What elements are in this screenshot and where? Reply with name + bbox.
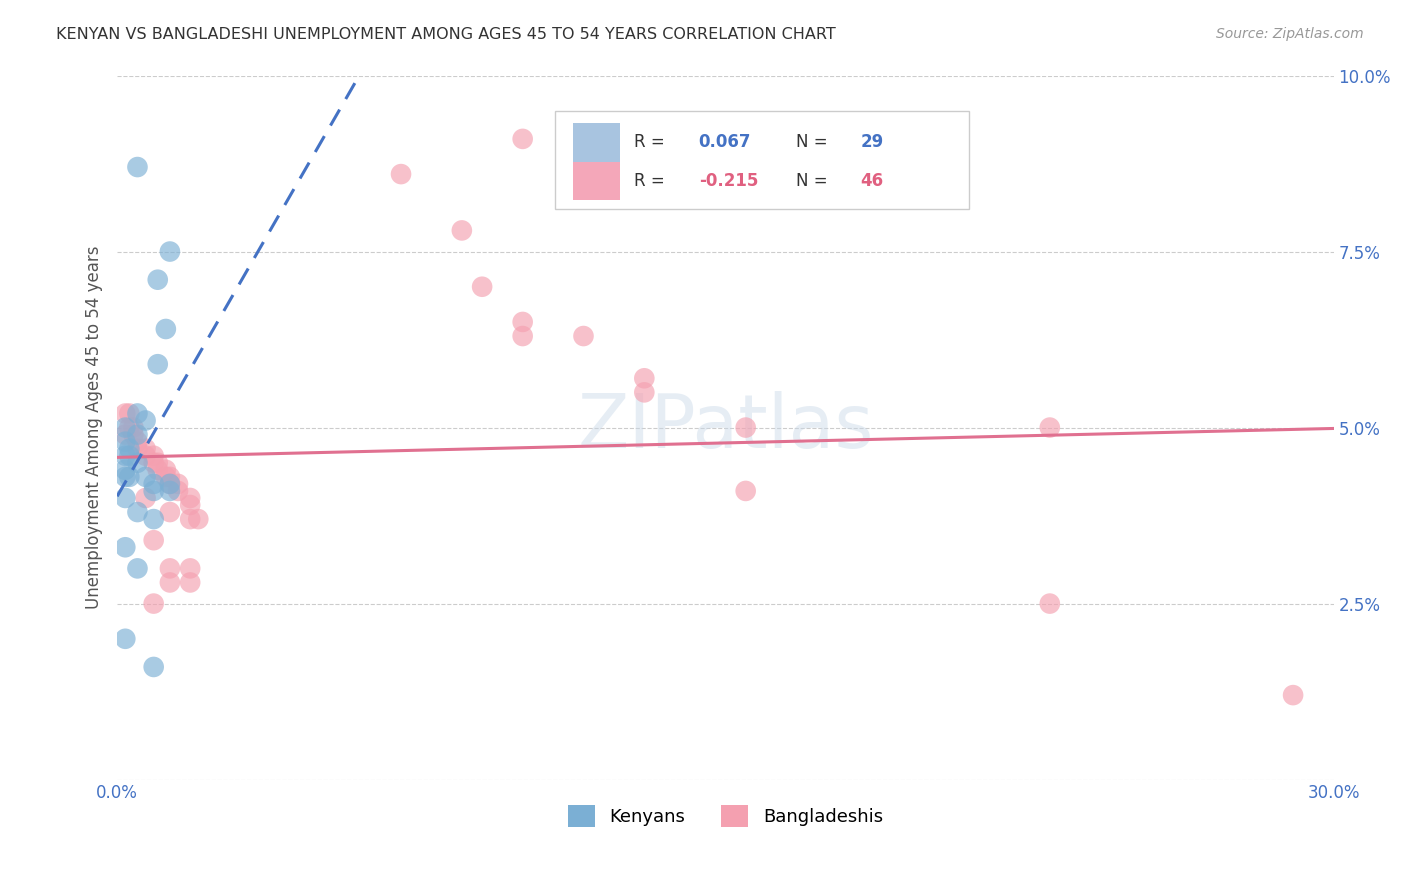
- Point: [159, 244, 181, 259]
- Point: [142, 660, 165, 674]
- Text: 29: 29: [860, 134, 884, 152]
- Point: [179, 491, 201, 505]
- Point: [114, 449, 136, 463]
- Point: [142, 483, 165, 498]
- FancyBboxPatch shape: [555, 111, 969, 210]
- Point: [142, 476, 165, 491]
- Text: R =: R =: [634, 172, 671, 190]
- Point: [512, 329, 534, 343]
- Point: [127, 561, 149, 575]
- Point: [167, 476, 190, 491]
- Point: [114, 491, 136, 505]
- Text: Source: ZipAtlas.com: Source: ZipAtlas.com: [1216, 27, 1364, 41]
- Point: [142, 456, 165, 470]
- Point: [127, 505, 149, 519]
- Point: [135, 413, 157, 427]
- Point: [633, 385, 655, 400]
- Point: [127, 407, 149, 421]
- Point: [114, 463, 136, 477]
- Point: [155, 463, 177, 477]
- Point: [146, 456, 169, 470]
- Text: N =: N =: [796, 172, 832, 190]
- Point: [127, 456, 149, 470]
- Point: [734, 420, 756, 434]
- Point: [1039, 597, 1062, 611]
- Point: [155, 470, 177, 484]
- Point: [450, 223, 472, 237]
- Point: [118, 442, 141, 456]
- Point: [146, 273, 169, 287]
- Point: [159, 476, 181, 491]
- Text: N =: N =: [796, 134, 832, 152]
- Point: [146, 463, 169, 477]
- Point: [114, 470, 136, 484]
- Point: [122, 427, 145, 442]
- Point: [114, 420, 136, 434]
- Point: [734, 483, 756, 498]
- Point: [187, 512, 209, 526]
- Point: [118, 407, 141, 421]
- Point: [179, 575, 201, 590]
- Point: [159, 476, 181, 491]
- Point: [127, 427, 149, 442]
- Point: [142, 597, 165, 611]
- Text: KENYAN VS BANGLADESHI UNEMPLOYMENT AMONG AGES 45 TO 54 YEARS CORRELATION CHART: KENYAN VS BANGLADESHI UNEMPLOYMENT AMONG…: [56, 27, 837, 42]
- Point: [633, 371, 655, 385]
- Point: [146, 357, 169, 371]
- Text: ZIPatlas: ZIPatlas: [578, 391, 873, 464]
- Point: [135, 470, 157, 484]
- Point: [118, 420, 141, 434]
- Point: [389, 167, 412, 181]
- Point: [155, 322, 177, 336]
- Point: [179, 512, 201, 526]
- Point: [127, 434, 149, 449]
- FancyBboxPatch shape: [574, 123, 620, 161]
- Point: [512, 132, 534, 146]
- Text: 46: 46: [860, 172, 883, 190]
- Point: [135, 442, 157, 456]
- Point: [114, 407, 136, 421]
- Point: [114, 632, 136, 646]
- Point: [142, 449, 165, 463]
- Point: [114, 427, 136, 442]
- Text: 0.067: 0.067: [699, 134, 751, 152]
- Point: [114, 434, 136, 449]
- Y-axis label: Unemployment Among Ages 45 to 54 years: Unemployment Among Ages 45 to 54 years: [86, 246, 103, 609]
- Point: [142, 512, 165, 526]
- Point: [512, 315, 534, 329]
- Point: [159, 483, 181, 498]
- Point: [135, 449, 157, 463]
- Point: [114, 541, 136, 555]
- Point: [159, 505, 181, 519]
- FancyBboxPatch shape: [574, 161, 620, 201]
- Point: [572, 329, 595, 343]
- Point: [135, 491, 157, 505]
- Point: [179, 561, 201, 575]
- Point: [122, 420, 145, 434]
- Point: [118, 449, 141, 463]
- Text: R =: R =: [634, 134, 671, 152]
- Point: [167, 483, 190, 498]
- Point: [159, 470, 181, 484]
- Point: [179, 498, 201, 512]
- Text: -0.215: -0.215: [699, 172, 758, 190]
- Point: [127, 442, 149, 456]
- Point: [471, 279, 494, 293]
- Point: [127, 160, 149, 174]
- Point: [142, 533, 165, 548]
- Point: [1039, 420, 1062, 434]
- Point: [118, 470, 141, 484]
- Legend: Kenyans, Bangladeshis: Kenyans, Bangladeshis: [561, 797, 890, 834]
- Point: [159, 561, 181, 575]
- Point: [1282, 688, 1305, 702]
- Point: [159, 575, 181, 590]
